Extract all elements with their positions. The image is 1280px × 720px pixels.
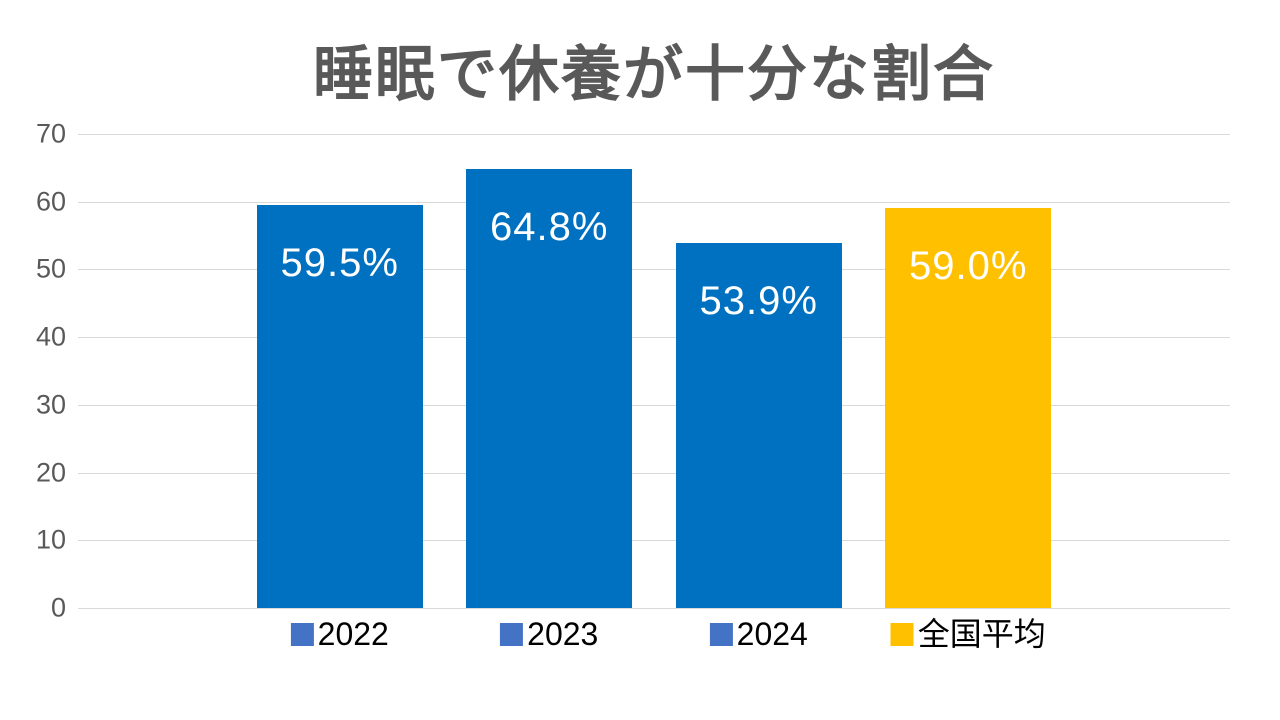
y-axis-tick-label: 50 [35,253,66,284]
y-gridline-0 [78,608,1230,609]
chart-title: 睡眠で休養が十分な割合 [313,41,995,108]
series-marker-icon [500,622,524,646]
bar-data-label-全国平均: 59.0% [909,244,1028,289]
y-axis-tick-label: 0 [50,592,66,623]
bar-全国平均 [885,208,1052,608]
y-gridline-30 [78,404,1230,406]
category-label-2024: 2024 [709,616,808,652]
y-axis-tick-label: 20 [35,457,66,488]
y-gridline-60 [78,201,1230,203]
y-gridline-40 [78,337,1230,339]
y-gridline-50 [78,269,1230,271]
y-gridline-10 [78,540,1230,542]
bar-2023 [466,169,633,608]
y-axis-tick-label: 10 [35,524,66,555]
y-gridline-70 [78,134,1230,135]
bar-data-label-2023: 64.8% [490,205,609,250]
y-axis-tick-label: 40 [35,321,66,352]
bar-data-label-2024: 53.9% [699,279,818,324]
category-label-2022: 2022 [290,616,389,652]
series-marker-icon [890,622,914,646]
category-label-text: 2022 [317,616,389,652]
bar-2024 [675,243,842,608]
category-label-text: 全国平均 [917,616,1046,652]
y-axis-tick-label: 30 [35,389,66,420]
category-label-text: 2024 [736,616,808,652]
category-label-全国平均: 全国平均 [890,616,1046,652]
bar-2022 [256,205,423,608]
category-label-2023: 2023 [500,616,598,652]
category-label-text: 2023 [527,616,599,652]
series-marker-icon [290,622,314,646]
y-axis-tick-label: 60 [35,186,66,217]
bar-data-label-2022: 59.5% [280,241,399,286]
y-gridline-20 [78,472,1230,474]
y-axis-tick-label: 70 [35,118,66,149]
series-marker-icon [709,622,733,646]
